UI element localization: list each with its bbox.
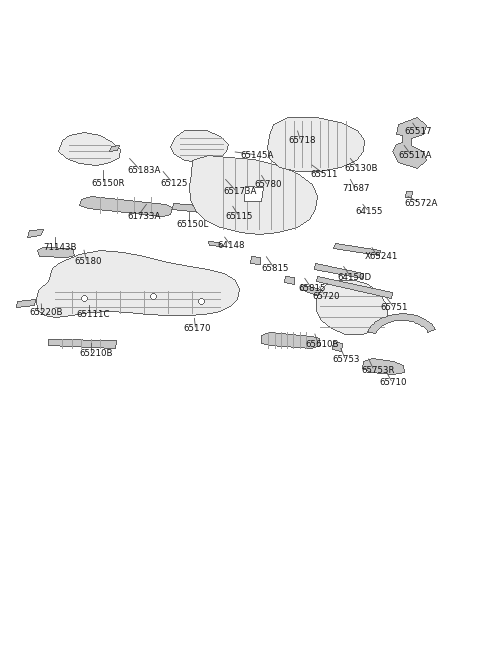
Text: 65720: 65720 — [312, 291, 339, 301]
Text: 65753: 65753 — [333, 355, 360, 364]
Text: 65150L: 65150L — [177, 219, 209, 229]
Text: 65183A: 65183A — [127, 166, 161, 175]
Text: 71143B: 71143B — [43, 243, 77, 252]
Text: 64150D: 64150D — [337, 272, 372, 282]
Text: 65517A: 65517A — [398, 151, 432, 160]
Text: 65130B: 65130B — [345, 164, 378, 173]
Text: 65572A: 65572A — [405, 198, 438, 208]
Text: 65815: 65815 — [261, 264, 288, 273]
Text: X65241: X65241 — [365, 252, 398, 261]
Text: 65710: 65710 — [379, 378, 407, 387]
Text: 65718: 65718 — [288, 136, 315, 145]
Text: 65780: 65780 — [254, 180, 282, 189]
Text: 65751: 65751 — [381, 303, 408, 312]
Text: 65210B: 65210B — [79, 349, 113, 358]
Text: 65220B: 65220B — [30, 308, 63, 317]
Text: 64155: 64155 — [355, 207, 383, 216]
Text: 65815: 65815 — [299, 284, 326, 293]
Text: 65173A: 65173A — [223, 187, 257, 196]
Text: 65517: 65517 — [405, 126, 432, 136]
Text: 65610B: 65610B — [306, 340, 339, 349]
Text: 64148: 64148 — [217, 241, 245, 250]
Text: 65180: 65180 — [74, 257, 102, 267]
Text: 65753R: 65753R — [361, 365, 395, 375]
Text: 65170: 65170 — [183, 324, 211, 333]
Text: 65111C: 65111C — [77, 310, 110, 319]
Text: 65115: 65115 — [226, 212, 253, 221]
Text: 71687: 71687 — [342, 184, 370, 193]
Text: 61733A: 61733A — [127, 212, 161, 221]
Text: 65145A: 65145A — [240, 151, 274, 160]
Text: 65511: 65511 — [311, 170, 338, 179]
Text: 65150R: 65150R — [91, 179, 125, 188]
Text: 65125: 65125 — [161, 179, 188, 188]
